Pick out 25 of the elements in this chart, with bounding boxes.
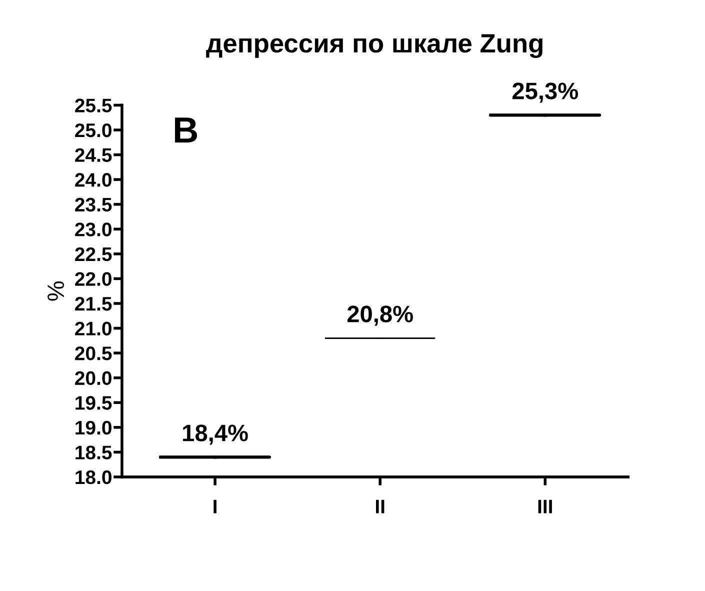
y-tick-label: 20.5 bbox=[75, 346, 112, 360]
x-tick-label: II bbox=[376, 500, 384, 514]
annotation: 20,8% bbox=[347, 306, 413, 326]
y-tick-label: 20.0 bbox=[75, 371, 112, 386]
y-tick-label: 19.5 bbox=[76, 396, 112, 410]
annotation: 18,4% bbox=[183, 424, 248, 445]
y-tick-label: 23.0 bbox=[75, 222, 112, 236]
x-tick-label: I bbox=[214, 500, 216, 514]
y-tick-label: 24.0 bbox=[75, 173, 112, 187]
y-tick-label: 25.0 bbox=[75, 123, 112, 138]
y-tick-label: 19.0 bbox=[76, 420, 112, 435]
x-tick-label: III bbox=[538, 500, 552, 514]
y-tick-label: 22.5 bbox=[75, 247, 112, 262]
y-tick-label: 18.5 bbox=[76, 446, 112, 460]
chart-title: депрессия по шкале Zung bbox=[206, 34, 542, 58]
y-tick-label: 23.5 bbox=[75, 198, 112, 212]
y-tick-label: 22.0 bbox=[75, 272, 112, 286]
y-axis-title: % bbox=[48, 281, 64, 301]
y-tick-label: 24.5 bbox=[75, 148, 112, 162]
annotation: 25,3% bbox=[512, 82, 578, 103]
y-tick-label: 18.0 bbox=[76, 470, 112, 484]
y-tick-label: 25.5 bbox=[75, 98, 112, 112]
y-tick-label: 21.5 bbox=[75, 296, 112, 311]
y-tick-label: 21.0 bbox=[75, 322, 112, 336]
annotation: B bbox=[175, 118, 198, 143]
